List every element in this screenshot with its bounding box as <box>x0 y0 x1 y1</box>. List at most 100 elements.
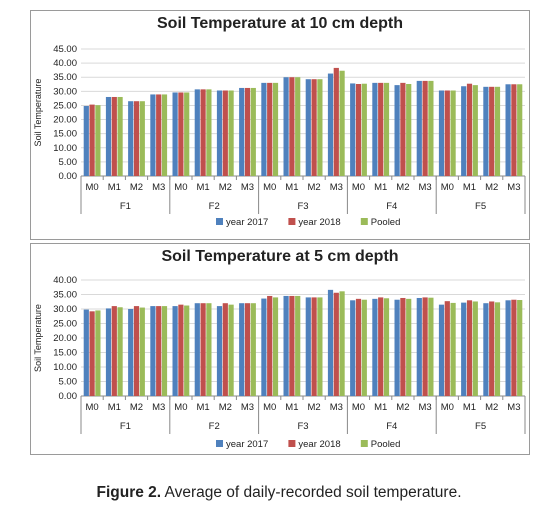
bar <box>416 80 422 176</box>
bar <box>339 70 345 176</box>
bar <box>83 106 89 176</box>
bar <box>505 84 511 176</box>
bar <box>317 79 323 176</box>
y-tick-label: 5.00 <box>59 157 78 168</box>
group-label: F1 <box>120 201 131 212</box>
group-label: F3 <box>297 201 308 212</box>
legend-entry: year 2017 <box>226 217 268 228</box>
bar <box>444 301 450 396</box>
bar <box>378 297 384 396</box>
bar <box>267 295 273 396</box>
bar <box>161 306 168 396</box>
bar <box>466 83 473 176</box>
bar <box>339 291 345 396</box>
bar <box>372 82 378 176</box>
bar <box>172 92 178 176</box>
bar <box>172 306 178 396</box>
bar <box>216 90 223 176</box>
bar <box>89 311 95 396</box>
bar <box>378 82 384 176</box>
bar <box>128 309 134 396</box>
group-label: F4 <box>386 201 397 212</box>
y-tick-label: 45.00 <box>53 44 77 55</box>
bar <box>472 301 478 396</box>
bar <box>450 302 456 396</box>
bar <box>156 94 162 176</box>
x-tick-label: M1 <box>374 182 387 193</box>
y-tick-label: 25.00 <box>53 319 77 330</box>
x-tick-label: M2 <box>396 182 409 193</box>
legend-swatch <box>216 218 223 225</box>
y-tick-label: 40.00 <box>53 58 77 69</box>
x-tick-label: M1 <box>463 402 476 413</box>
bar <box>283 77 289 176</box>
bar <box>150 94 156 176</box>
bar <box>494 86 501 176</box>
group-label: F5 <box>475 201 486 212</box>
legend-entry: Pooled <box>371 439 401 450</box>
y-tick-label: 35.00 <box>53 72 77 83</box>
x-tick-label: M3 <box>330 402 343 413</box>
y-tick-label: 30.00 <box>53 304 77 315</box>
bar <box>239 303 245 396</box>
bar <box>178 92 184 176</box>
chart-panel-5cm: Soil Temperature at 5 cm depth 0.00 5.00 1… <box>30 243 530 455</box>
bar <box>400 297 406 396</box>
bar <box>133 306 140 396</box>
bar <box>95 105 101 176</box>
x-tick-label: M0 <box>441 182 454 193</box>
x-tick-label: M1 <box>285 182 298 193</box>
bar <box>83 309 89 396</box>
bar <box>400 82 406 176</box>
bar <box>317 297 323 396</box>
bar <box>416 297 422 396</box>
bar <box>505 300 511 396</box>
x-tick-label: M3 <box>418 402 431 413</box>
y-tick-label: 5.00 <box>59 377 78 388</box>
x-tick-label: M2 <box>219 182 232 193</box>
legend-entry: year 2017 <box>226 439 268 450</box>
x-tick-label: M3 <box>152 182 165 193</box>
bar <box>311 297 317 396</box>
x-tick-label: M1 <box>463 182 476 193</box>
bar <box>295 295 301 396</box>
figure-caption: Figure 2. Average of daily-recorded soil… <box>0 484 558 502</box>
x-tick-label: M0 <box>85 182 98 193</box>
x-tick-label: M2 <box>485 182 498 193</box>
chart-5cm: 0.00 5.00 10.00 15.00 20.00 25.00 30.00 35.00 40… <box>33 275 526 450</box>
group-label: F5 <box>475 421 486 432</box>
y-tick-label: 0.00 <box>59 171 78 182</box>
bar <box>244 87 251 176</box>
x-tick-label: M0 <box>263 182 276 193</box>
bar <box>383 298 390 396</box>
bar <box>239 87 245 176</box>
x-tick-label: M0 <box>174 182 187 193</box>
bar <box>184 305 190 396</box>
bar <box>200 303 206 396</box>
x-tick-label: M2 <box>485 402 498 413</box>
group-label: F2 <box>209 201 220 212</box>
legend-swatch <box>288 440 296 447</box>
legend-swatch <box>360 440 368 447</box>
bar <box>361 83 367 176</box>
y-tick-label: 20.00 <box>53 115 77 126</box>
x-tick-label: M1 <box>285 402 298 413</box>
x-tick-label: M3 <box>152 402 165 413</box>
bar <box>422 80 428 176</box>
bar <box>244 303 251 396</box>
bar <box>184 92 190 176</box>
bar <box>150 306 156 396</box>
bar <box>305 297 311 396</box>
group-label: F4 <box>386 421 397 432</box>
bar <box>511 299 517 396</box>
y-tick-label: 15.00 <box>53 348 77 359</box>
bar <box>117 307 123 396</box>
y-tick-label: 10.00 <box>53 362 77 373</box>
x-tick-label: M1 <box>108 182 121 193</box>
group-label: F2 <box>209 421 220 432</box>
bar <box>206 89 212 176</box>
bar <box>483 86 489 176</box>
bar <box>289 77 295 176</box>
bar <box>305 79 311 176</box>
bar <box>228 90 234 176</box>
